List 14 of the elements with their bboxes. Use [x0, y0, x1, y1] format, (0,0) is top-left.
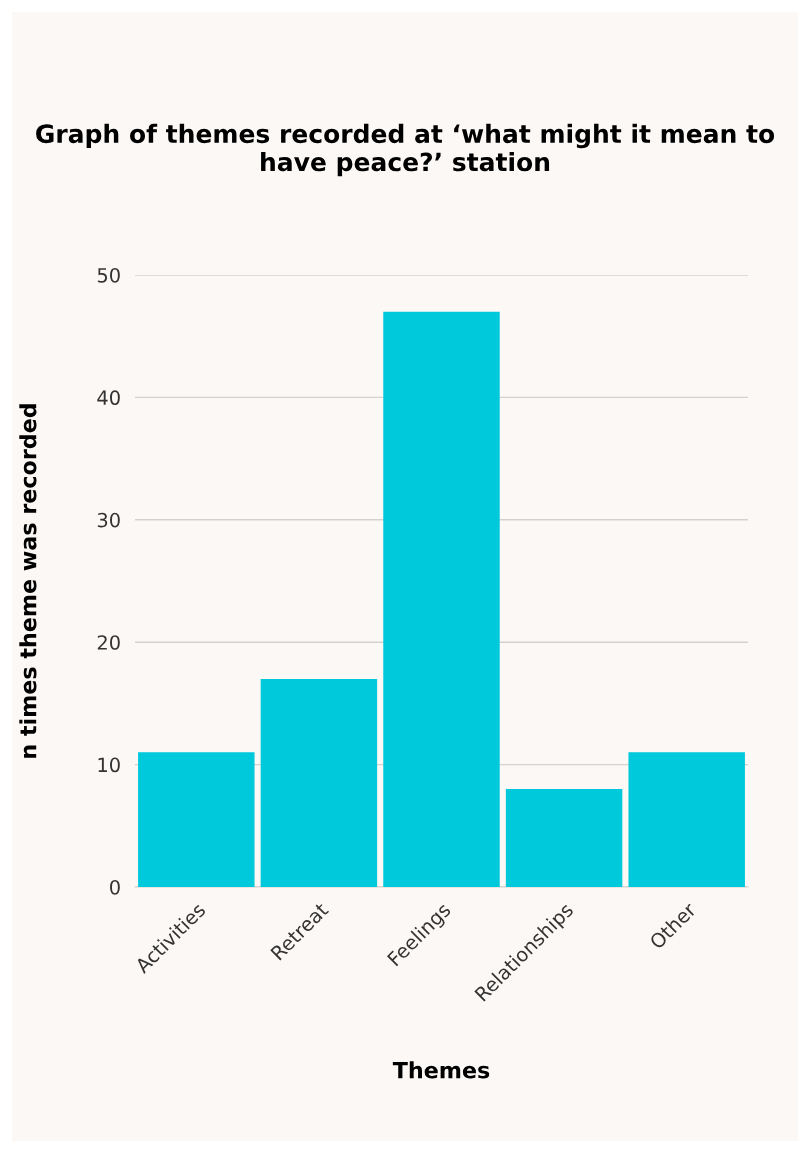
bar	[383, 311, 500, 887]
y-tick-label: 40	[97, 390, 120, 406]
bar	[138, 752, 255, 887]
x-axis-title: Themes	[392, 1061, 490, 1079]
y-tick-label: 10	[98, 757, 120, 773]
bar	[260, 678, 378, 887]
y-tick-label: 0	[110, 879, 120, 895]
y-axis-title: n times theme was recorded	[19, 404, 37, 758]
y-tick-label: 30	[97, 512, 120, 528]
bar	[628, 752, 745, 887]
chart-title: Graph of themes recorded at ‘what might it mean to have peace?’ station	[36, 123, 775, 177]
bar	[505, 789, 623, 887]
y-tick-label: 50	[97, 267, 120, 283]
y-tick-label: 20	[97, 635, 120, 650]
